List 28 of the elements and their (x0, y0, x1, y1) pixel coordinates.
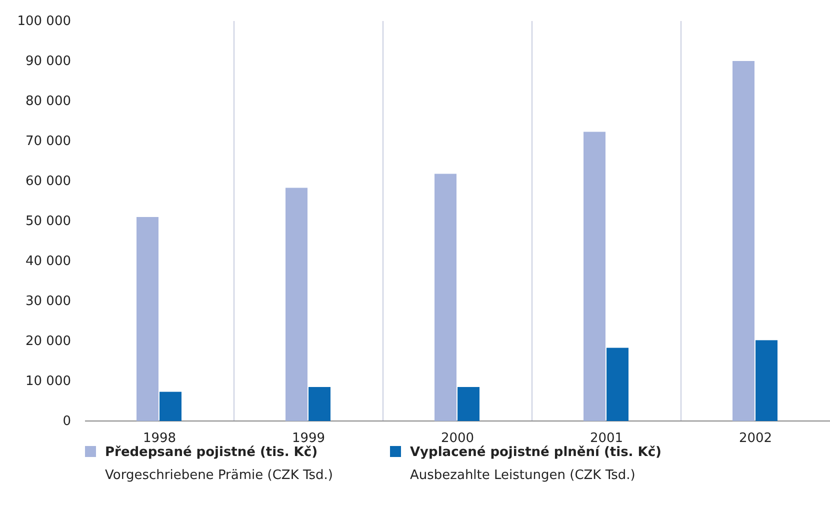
bar (286, 188, 308, 421)
legend-label: Předepsané pojistné (tis. Kč) Vorgeschriebene Prämie (CZK Tsd.) (105, 445, 333, 483)
x-tick-label: 2002 (738, 431, 772, 446)
y-tick-label: 60 000 (26, 174, 71, 190)
x-tick-label: 2001 (590, 431, 624, 446)
y-tick-label: 80 000 (26, 94, 71, 110)
bar (756, 340, 778, 421)
y-tick-label: 40 000 (26, 254, 71, 270)
y-tick-label: 70 000 (26, 134, 71, 150)
y-tick-label: 20 000 (26, 334, 71, 350)
bar (732, 61, 754, 421)
y-tick-label: 0 (62, 414, 71, 430)
bar (458, 387, 480, 421)
y-tick-label: 100 000 (17, 14, 71, 30)
legend-label: Vyplacené pojistné plnění (tis. Kč) Ausbezahlte Leistungen (CZK Tsd.) (410, 445, 662, 483)
y-tick-label: 90 000 (26, 54, 71, 70)
x-tick-label: 2000 (440, 431, 474, 446)
bar (584, 132, 606, 421)
y-tick-label: 30 000 (26, 294, 71, 310)
bar (136, 217, 158, 421)
y-tick-label: 50 000 (26, 214, 71, 230)
bar (308, 387, 330, 421)
bar (434, 174, 456, 421)
bar (160, 392, 182, 421)
x-tick-label: 1998 (142, 431, 176, 446)
bar (606, 348, 628, 421)
y-tick-label: 10 000 (26, 374, 71, 390)
x-tick-label: 1999 (292, 431, 326, 446)
